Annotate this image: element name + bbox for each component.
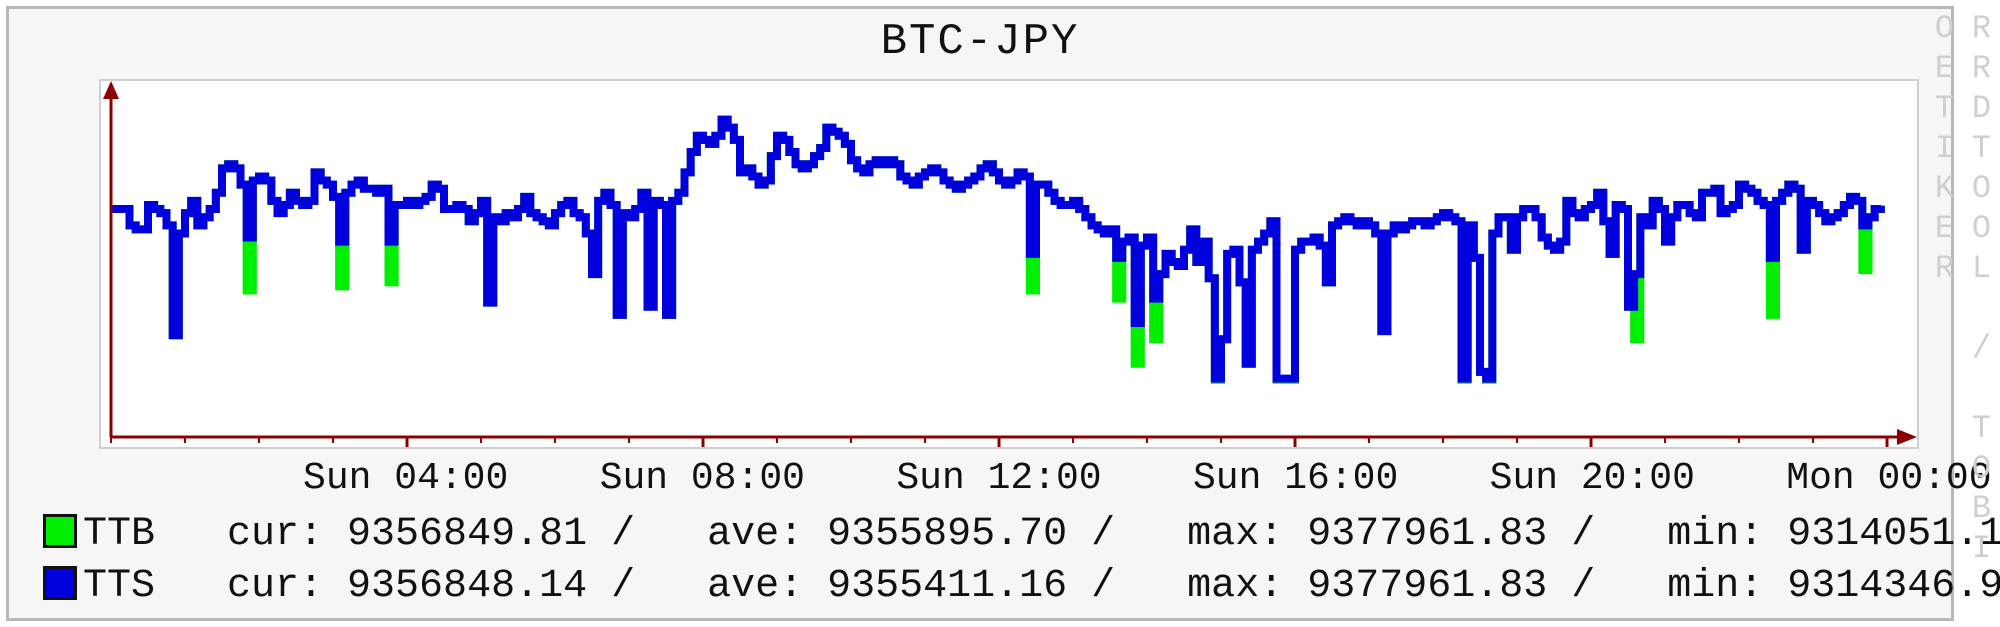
chart-legend: TTB cur: 9356849.81 / ave: 9355895.70 / …	[43, 509, 2000, 613]
legend-swatch-tts	[43, 566, 77, 600]
legend-swatch-ttb	[43, 514, 77, 548]
series-tts	[111, 120, 1881, 379]
chart-svg	[101, 81, 1917, 447]
chart-x-labels: Sun 04:00 Sun 08:00 Sun 12:00 Sun 16:00 Sun …	[99, 457, 1919, 497]
xtick-label: Sun 08:00	[600, 457, 805, 500]
xtick-label: Sun 16:00	[1193, 457, 1398, 500]
rrd-graph-frame: BTC-JPY Sun 04:00 Sun 08:00 Sun 12:00 Sun 1…	[6, 6, 1954, 621]
chart-plot-area	[99, 79, 1919, 449]
legend-row-ttb: TTB cur: 9356849.81 / ave: 9355895.70 / …	[43, 509, 2000, 561]
xtick-label: Sun 04:00	[303, 457, 508, 500]
rrdtool-watermark: RRDTOOL / TOBI OETIKER	[1926, 10, 2000, 627]
legend-row-tts: TTS cur: 9356848.14 / ave: 9355411.16 / …	[43, 561, 2000, 613]
xtick-label: Sun 20:00	[1490, 457, 1695, 500]
xtick-label: Sun 12:00	[896, 457, 1101, 500]
chart-title: BTC-JPY	[9, 17, 1951, 67]
